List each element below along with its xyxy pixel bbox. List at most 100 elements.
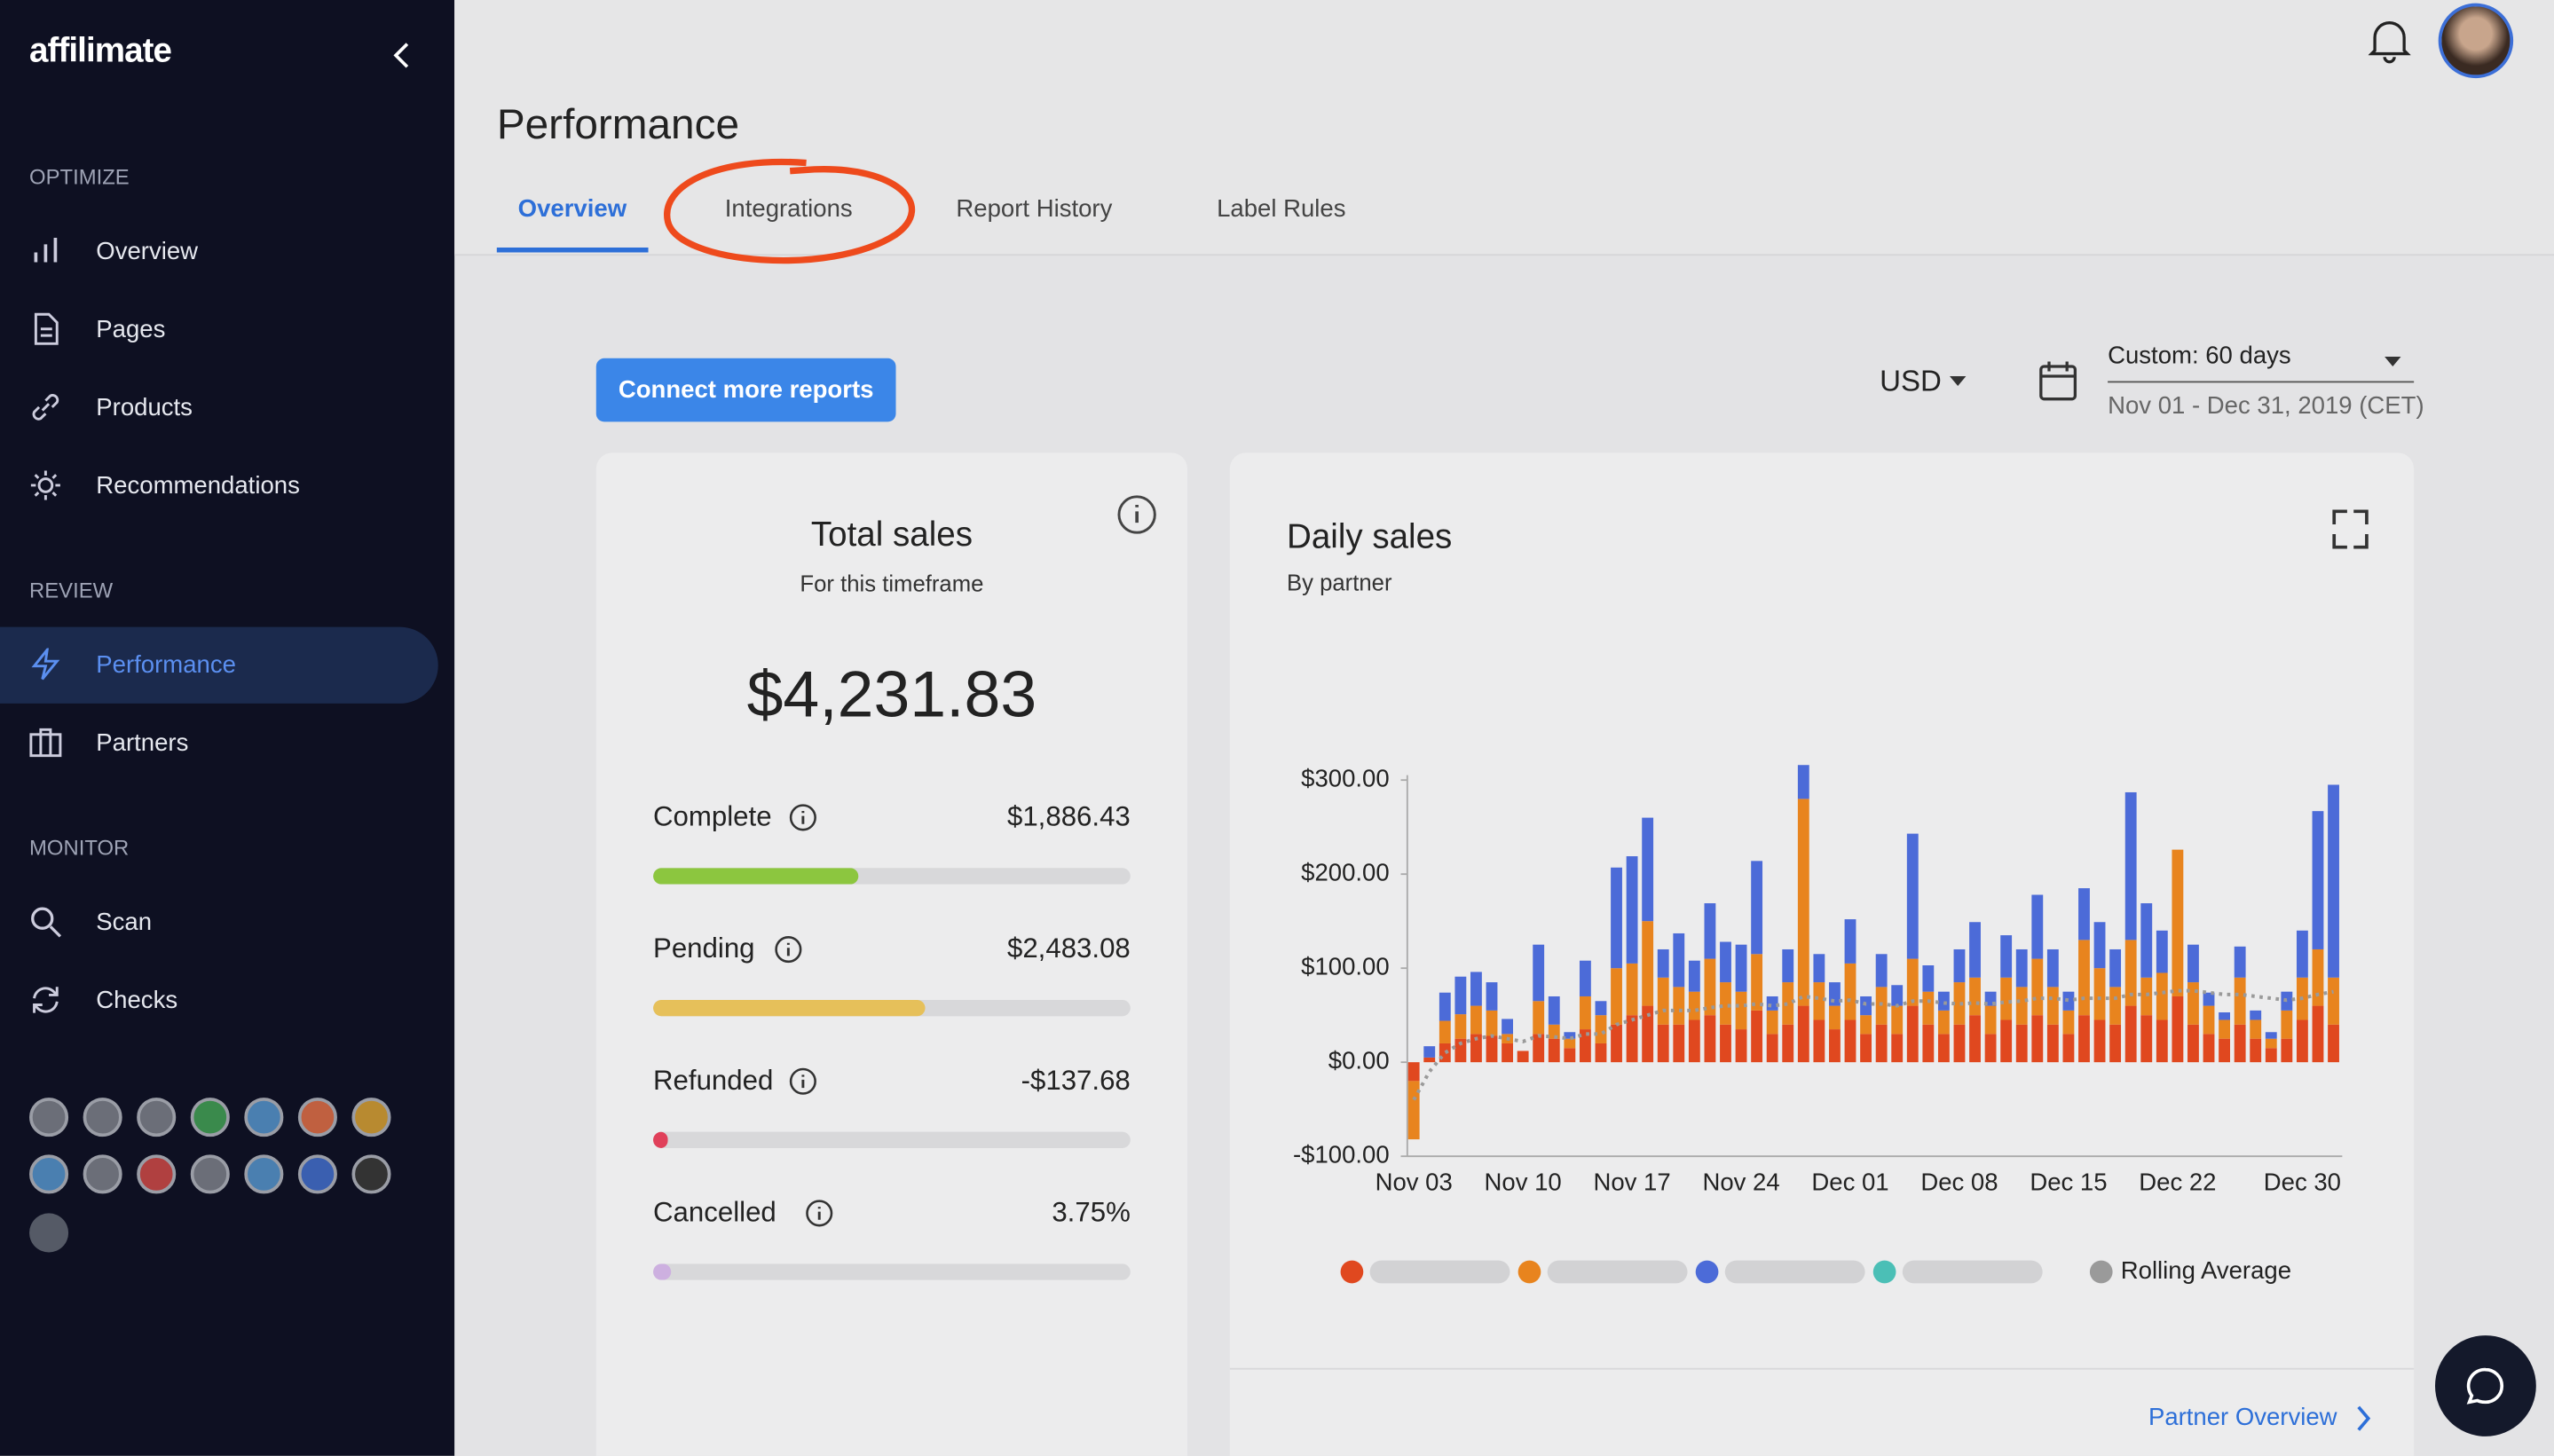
nav-item[interactable]: Products	[96, 394, 193, 422]
icon	[31, 648, 60, 681]
partner-logo[interactable]	[83, 1098, 122, 1137]
bar	[2031, 894, 2044, 959]
partner-logo[interactable]	[137, 1154, 177, 1194]
range-select[interactable]: Custom: 60 days	[2108, 342, 2291, 370]
collapse-icon[interactable]	[391, 41, 414, 70]
bar	[1579, 1029, 1591, 1063]
info-icon[interactable]	[773, 935, 802, 964]
bar	[1579, 960, 1591, 996]
partner-logo[interactable]	[190, 1154, 230, 1194]
total-amount: $4,231.83	[746, 659, 1037, 732]
nav-item[interactable]: Overview	[96, 237, 199, 266]
bar	[1548, 996, 1560, 1025]
bar	[2062, 991, 2075, 1011]
partner-logo[interactable]	[297, 1154, 337, 1194]
bar	[2046, 987, 2059, 1025]
nav-item[interactable]: Partners	[96, 729, 189, 758]
currency-select[interactable]: USD	[1880, 365, 1942, 397]
bar	[2312, 948, 2324, 1006]
partner-logo[interactable]	[137, 1098, 177, 1137]
nav-item[interactable]: Performance	[96, 651, 236, 680]
bar	[1626, 1015, 1638, 1063]
row-label: Cancelled	[653, 1197, 776, 1228]
bar	[1813, 1019, 1825, 1063]
bar	[1688, 991, 1700, 1020]
divider	[1229, 1367, 2415, 1370]
bar	[1875, 1024, 1888, 1063]
active-highlight	[0, 626, 438, 704]
tab-underline	[496, 247, 649, 253]
partner-logo[interactable]	[297, 1098, 337, 1137]
partner-logo[interactable]	[351, 1154, 391, 1194]
logo[interactable]: affilimate	[29, 32, 172, 70]
bar	[2124, 1005, 2137, 1063]
info-icon[interactable]	[804, 1199, 833, 1228]
calendar-icon[interactable]	[2038, 358, 2080, 404]
bar	[2140, 1015, 2153, 1063]
x-tick-label: Nov 24	[1702, 1169, 1779, 1196]
bar	[1439, 992, 1451, 1021]
bar	[2156, 1019, 2168, 1063]
bar	[1891, 1005, 1904, 1035]
row-label: Refunded	[653, 1065, 774, 1097]
chat-button[interactable]	[2435, 1335, 2536, 1436]
bar	[2250, 1019, 2262, 1039]
bar	[1937, 991, 1950, 1011]
nav-item[interactable]: Checks	[96, 987, 178, 1015]
avatar[interactable]	[2438, 3, 2514, 79]
legend-swatch	[2089, 1260, 2113, 1284]
bar	[2093, 968, 2106, 1020]
info-icon[interactable]	[789, 1066, 818, 1096]
bar	[2328, 1024, 2339, 1063]
bar	[1969, 1015, 1981, 1063]
partner-logo[interactable]	[83, 1154, 122, 1194]
bar	[1906, 833, 1919, 959]
bar	[1937, 1010, 1950, 1035]
partner-logo[interactable]	[244, 1098, 284, 1137]
bar	[1626, 963, 1638, 1016]
tab[interactable]: Integrations	[724, 195, 853, 224]
bar	[1953, 948, 1966, 983]
tab[interactable]: Report History	[956, 195, 1113, 224]
connect-button[interactable]: Connect more reports	[595, 358, 896, 422]
bar	[1548, 1038, 1560, 1063]
bar	[2172, 996, 2184, 1063]
bar	[2078, 940, 2090, 1016]
y-tick-label: $0.00	[1328, 1046, 1390, 1074]
info-icon[interactable]	[1115, 493, 1158, 536]
info-icon[interactable]	[789, 803, 818, 832]
bar	[1829, 1005, 1841, 1030]
bar	[1829, 982, 1841, 1006]
bar	[2328, 784, 2339, 978]
partner-overview-link[interactable]: Partner Overview	[2148, 1403, 2337, 1430]
bar	[2172, 849, 2184, 996]
nav-item[interactable]: Scan	[96, 909, 153, 937]
bar	[1673, 1024, 1685, 1063]
partner-logo[interactable]	[29, 1098, 69, 1137]
bar	[1906, 958, 1919, 1006]
partner-logo[interactable]	[244, 1154, 284, 1194]
icon	[34, 312, 59, 345]
x-tick-label: Dec 01	[1811, 1169, 1888, 1196]
partner-logo[interactable]	[190, 1098, 230, 1137]
tab[interactable]: Label Rules	[1217, 195, 1346, 224]
bell-icon[interactable]	[2368, 18, 2411, 64]
y-tick-label: $100.00	[1301, 952, 1389, 980]
bar	[2078, 1015, 2090, 1063]
partner-logo[interactable]	[351, 1098, 391, 1137]
expand-icon[interactable]	[2332, 509, 2369, 549]
nav-item[interactable]: Pages	[96, 316, 166, 344]
legend-swatch	[1695, 1260, 1719, 1284]
bar	[1751, 954, 1763, 1011]
icon	[29, 728, 62, 758]
bar	[1533, 944, 1545, 1002]
bar	[1844, 1019, 1856, 1063]
tab[interactable]: Overview	[517, 195, 627, 224]
bar	[1407, 1062, 1420, 1082]
bar	[1906, 1005, 1919, 1063]
partner-logo[interactable]	[29, 1154, 69, 1194]
more-logos[interactable]	[29, 1213, 69, 1253]
nav-item[interactable]: Recommendations	[96, 472, 300, 500]
bar	[1688, 960, 1700, 992]
